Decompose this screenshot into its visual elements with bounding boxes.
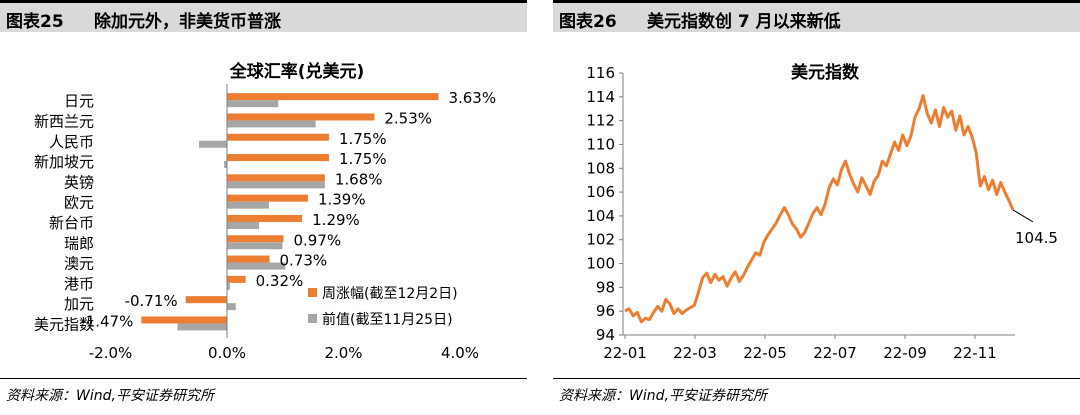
legend-label: 周涨幅(截至12月2日) <box>322 286 458 302</box>
bar-weekly-change <box>185 296 227 304</box>
bar-previous-value <box>224 161 227 169</box>
category-label: 日元 <box>64 92 94 110</box>
bar-previous-value <box>227 282 230 290</box>
data-label: 1.75% <box>339 150 387 168</box>
legend-swatch <box>308 288 317 297</box>
x-tick-label: 4.0% <box>441 344 479 362</box>
bar-weekly-change <box>227 255 270 263</box>
figure-footer: 资料来源：Wind,平安证券研究所 <box>0 378 527 415</box>
category-label: 英镑 <box>64 173 94 191</box>
category-label: 港币 <box>64 275 94 293</box>
data-label: -0.71% <box>125 292 178 310</box>
y-tick-label: 116 <box>586 64 615 82</box>
source-note: 资料来源：Wind,平安证券研究所 <box>559 388 767 404</box>
x-tick-label: 22-03 <box>673 344 717 362</box>
category-label: 瑞郎 <box>64 234 94 252</box>
bar-weekly-change <box>227 133 329 141</box>
category-label: 澳元 <box>64 255 94 273</box>
bar-previous-value <box>227 262 286 270</box>
bar-previous-value <box>227 242 283 250</box>
legend-label: 前值(截至11月25日) <box>322 311 453 328</box>
figure-title: 除加元外，非美货币普涨 <box>94 12 281 32</box>
data-label: 1.39% <box>318 191 366 209</box>
category-label: 欧元 <box>64 194 94 212</box>
data-label: 1.29% <box>312 211 360 229</box>
x-tick-label: 2.0% <box>324 344 362 362</box>
bar-previous-value <box>227 201 269 209</box>
figure-header: 图表26 美元指数创 7 月以来新低 <box>553 0 1080 32</box>
bar-previous-value <box>227 181 325 189</box>
x-tick-label: 22-09 <box>883 344 927 362</box>
figure-header: 图表25 除加元外，非美货币普涨 <box>0 0 527 32</box>
bar-previous-value <box>227 303 236 311</box>
bar-previous-value <box>227 221 260 229</box>
y-tick-label: 110 <box>586 135 615 153</box>
data-label: 0.73% <box>280 252 328 270</box>
category-label: 加元 <box>64 295 94 313</box>
bar-previous-value <box>227 120 316 128</box>
bar-weekly-change <box>227 93 439 101</box>
bar-weekly-change <box>227 174 325 182</box>
y-tick-label: 114 <box>586 88 615 106</box>
bar-weekly-change <box>227 235 284 243</box>
bar-chart: 全球汇率(兑美元) 日元 3.63% 新西兰元 2.53% 人民币 1.75% 新加坡元 1.7… <box>34 61 496 362</box>
y-tick-label: 102 <box>586 231 615 249</box>
bar-weekly-change <box>227 194 308 202</box>
y-tick-label: 106 <box>586 183 615 201</box>
bar-weekly-change <box>227 113 375 121</box>
end-label-leader <box>1012 209 1034 223</box>
x-tick-label: 22-07 <box>813 344 857 362</box>
source-note: 资料来源：Wind,平安证券研究所 <box>6 388 214 404</box>
category-label: 人民币 <box>49 133 94 151</box>
figure-title: 美元指数创 7 月以来新低 <box>647 12 841 32</box>
category-label: 新西兰元 <box>34 112 94 130</box>
chart-title: 全球汇率(兑美元) <box>229 61 365 82</box>
category-label: 美元指数 <box>34 315 94 333</box>
data-label: 0.32% <box>256 272 304 290</box>
dollar-index-line <box>624 94 1015 324</box>
y-tick-label: 108 <box>586 159 615 177</box>
end-value-label: 104.5 <box>1015 229 1058 247</box>
line-chart: 美元指数 94 96 98 100 102 104 106 108 110 112 114 116 22-… <box>586 62 1058 362</box>
figure-number: 图表25 <box>6 12 64 32</box>
x-tick-label: 0.0% <box>208 344 246 362</box>
bar-weekly-change <box>227 154 329 162</box>
data-label: 0.97% <box>294 231 342 249</box>
category-label: 新台币 <box>49 214 94 232</box>
x-tick-label: -2.0% <box>89 344 133 362</box>
y-tick-label: 96 <box>596 302 615 320</box>
x-tick-label: 22-11 <box>953 344 997 362</box>
legend-swatch <box>308 314 317 323</box>
data-label: 2.53% <box>384 109 432 127</box>
left-figure: 图表25 除加元外，非美货币普涨 全球汇率(兑美元) 日元 3.63% 新西兰元 2.5… <box>0 0 527 415</box>
category-label: 新加坡元 <box>34 153 94 171</box>
data-label: -1.47% <box>80 312 133 330</box>
bar-weekly-change <box>141 316 227 324</box>
data-label: 1.75% <box>339 130 387 148</box>
data-label: 1.68% <box>335 170 383 188</box>
y-tick-label: 94 <box>596 326 615 344</box>
y-tick-label: 100 <box>586 255 615 273</box>
figure-number: 图表26 <box>559 12 617 32</box>
x-tick-label: 22-01 <box>603 344 647 362</box>
bar-previous-value <box>227 100 279 108</box>
bar-weekly-change <box>227 275 246 283</box>
chart-title: 美元指数 <box>791 62 860 83</box>
data-label: 3.63% <box>448 89 496 107</box>
y-tick-label: 104 <box>586 207 615 225</box>
right-figure: 图表26 美元指数创 7 月以来新低 美元指数 94 96 98 100 102 104 10… <box>553 0 1080 415</box>
figure-footer: 资料来源：Wind,平安证券研究所 <box>553 378 1080 415</box>
y-tick-label: 98 <box>596 278 615 296</box>
x-tick-label: 22-05 <box>743 344 787 362</box>
bar-weekly-change <box>227 214 303 222</box>
bar-previous-value <box>177 323 227 331</box>
bar-previous-value <box>199 140 227 148</box>
y-tick-label: 112 <box>586 112 615 130</box>
